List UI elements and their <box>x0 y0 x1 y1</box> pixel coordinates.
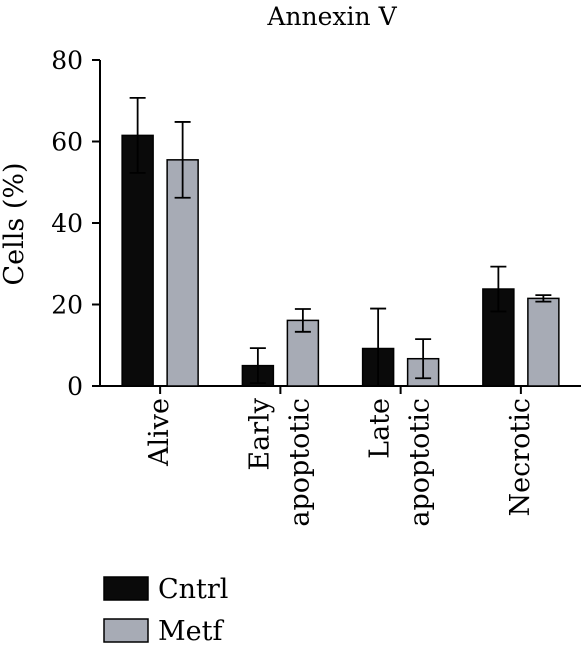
legend-label-cntrl: Cntrl <box>158 574 228 605</box>
x-tick-label: Alive <box>144 398 175 467</box>
bar-metf <box>527 297 560 387</box>
chart-title: Annexin V <box>266 2 397 31</box>
x-tick-label: apoptotic <box>284 398 315 527</box>
x-tick-label: Necrotic <box>505 398 536 517</box>
y-tick-label: 60 <box>51 128 83 157</box>
bar-metf <box>286 319 320 387</box>
x-tick-label: Early <box>244 397 275 470</box>
x-tick-label: apoptotic <box>405 398 436 527</box>
y-tick-label: 80 <box>51 46 83 75</box>
x-axis-labels: Alive Early apoptotic Late apoptotic Necrotic <box>144 397 536 526</box>
bars <box>121 134 560 387</box>
legend-label-metf: Metf <box>158 616 224 647</box>
legend-swatch-metf <box>103 618 149 643</box>
y-tick-label: 0 <box>67 372 83 401</box>
x-tick-label: Late <box>365 398 396 459</box>
y-tick-label: 40 <box>51 209 83 238</box>
bar-cntrl <box>121 134 154 387</box>
legend-swatch-cntrl <box>103 576 149 601</box>
legend: Cntrl Metf <box>103 574 228 647</box>
y-axis-label: Cells (%) <box>0 162 30 285</box>
y-axis-ticks: 0 20 40 60 80 <box>51 46 100 401</box>
error-bars <box>129 96 552 387</box>
y-tick-label: 20 <box>51 291 83 320</box>
